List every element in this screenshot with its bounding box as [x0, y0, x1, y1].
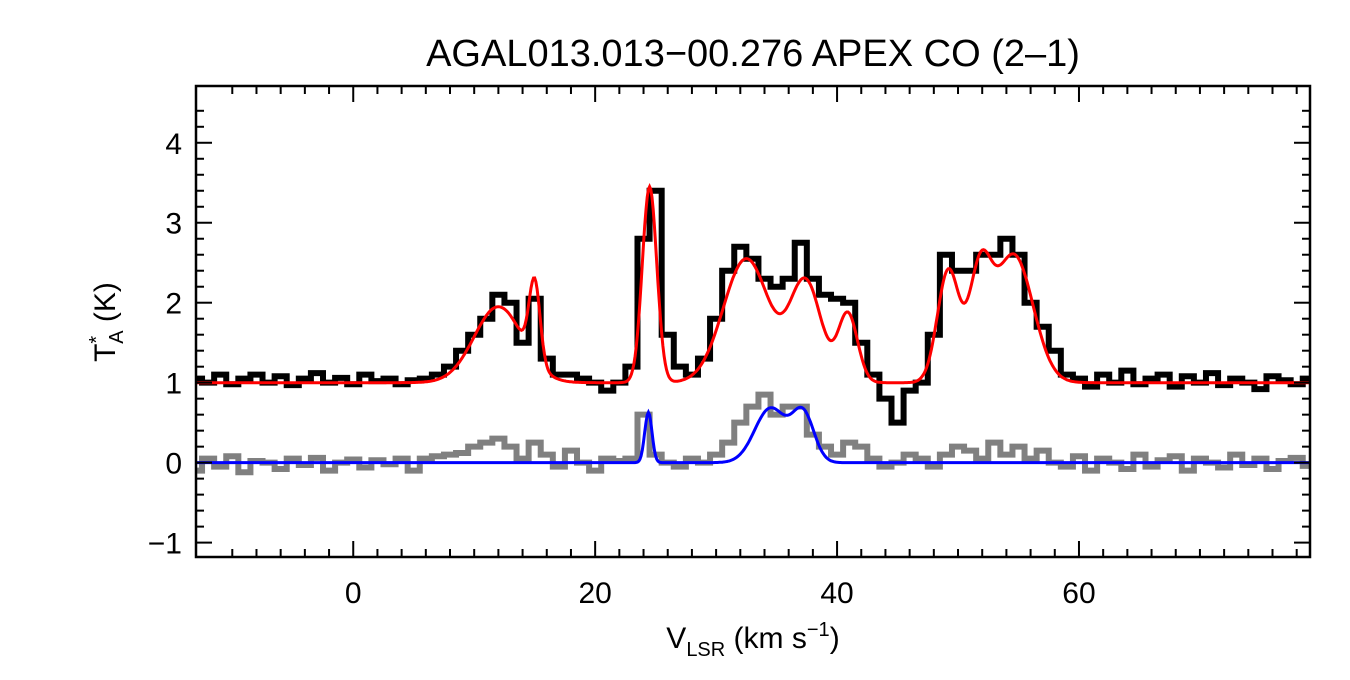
y-axis-label: T*A (K)	[86, 282, 128, 362]
x-tick-label: 40	[820, 577, 853, 610]
fit-curve-red	[196, 183, 1310, 385]
x-tick-label: 20	[578, 577, 611, 610]
x-axis-label: VLSR (km s−1)	[666, 619, 839, 661]
observed-spectrum-gray	[196, 391, 1310, 476]
y-tick-label: 3	[165, 208, 182, 241]
y-tick-label: −1	[148, 528, 182, 561]
y-tick-label: 0	[165, 448, 182, 481]
y-tick-label: 1	[165, 368, 182, 401]
y-tick-label: 2	[165, 288, 182, 321]
x-tick-label: 0	[345, 577, 362, 610]
plot-frame	[194, 84, 1312, 559]
x-tick-label: 60	[1062, 577, 1095, 610]
observed-spectrum-black	[196, 187, 1310, 426]
fit-curve-blue	[196, 405, 1310, 465]
y-tick-label: 4	[165, 128, 182, 161]
chart-title: AGAL013.013−00.276 APEX CO (2–1)	[426, 33, 1080, 75]
